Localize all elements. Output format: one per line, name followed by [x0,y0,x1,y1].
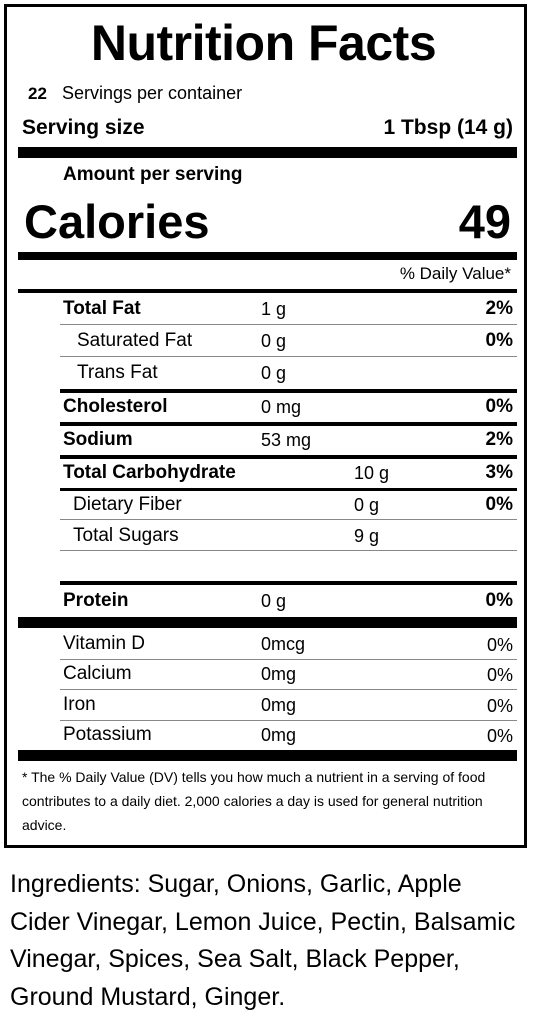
row-divider [60,488,517,491]
nutrient-amount: 0 mg [261,397,302,417]
nutrient-name: Trans Fat [77,362,158,383]
vitamin-amount: 0mg [261,725,297,745]
nutrient-name: Dietary Fiber [73,494,182,515]
row-rule [60,356,517,357]
row-divider [60,455,517,459]
nutrient-name: Protein [63,590,129,611]
servings-text: Servings per container [62,83,243,103]
nutrient-dv: 0% [485,396,513,417]
nutrient-dv: 0% [485,494,513,515]
nutrition-label-border [4,4,527,848]
serving-size-value: 1 Tbsp (14 g) [383,116,513,139]
nutrient-amount: 53 mg [261,430,312,450]
nutrient-dv: 3% [485,462,513,483]
nutrient-name: Saturated Fat [77,330,193,351]
nutrient-name: Total Fat [63,298,141,319]
row-rule [60,324,517,325]
vitamin-amount: 0mg [261,695,297,715]
calories-value: 49 [458,195,511,248]
vitamin-name: Potassium [63,724,152,745]
thick-divider [18,147,517,158]
nutrient-name: Total Sugars [73,525,179,546]
thin-divider [18,289,517,293]
vitamin-name: Iron [63,694,96,715]
daily-value-footnote: * The % Daily Value (DV) tells you how m… [22,769,486,833]
daily-value-header: % Daily Value* [399,264,511,283]
vitamin-name: Vitamin D [63,633,146,654]
nutrient-amount: 0 g [261,331,287,351]
nutrient-amount: 0 g [261,363,287,383]
nutrient-name: Cholesterol [63,396,168,417]
vitamin-amount: 0mg [261,664,297,684]
serving-size-label: Serving size [22,116,145,139]
nutrient-amount: 0 g [261,591,287,611]
medium-divider [18,252,517,260]
nutrient-dv: 0% [485,330,513,351]
label-title: Nutrition Facts [90,15,437,71]
calories-label: Calories [24,195,210,248]
vitamin-dv: 0% [486,635,513,655]
nutrient-dv: 2% [485,429,513,450]
nutrient-dv: 2% [485,298,513,319]
row-rule [60,689,517,690]
nutrient-amount: 1 g [261,299,287,319]
row-divider [60,581,517,585]
vitamin-amount: 0mcg [261,634,306,654]
nutrient-dv: 0% [485,590,513,611]
nutrient-amount: 0 g [354,495,380,515]
nutrient-amount: 9 g [354,526,380,546]
servings-count: 22 [28,84,47,103]
vitamin-name: Calcium [63,663,132,684]
row-rule [60,550,517,551]
thick-divider [18,750,517,761]
row-rule [60,519,517,520]
row-rule [60,720,517,721]
row-rule [60,659,517,660]
thick-divider [18,617,517,628]
vitamin-dv: 0% [486,696,513,716]
row-divider [60,422,517,426]
nutrient-name: Total Carbohydrate [63,462,236,483]
ingredients-list: Ingredients: Sugar, Onions, Garlic, Appl… [10,870,516,1011]
amount-per-serving: Amount per serving [63,164,243,185]
row-divider [60,389,517,393]
nutrient-name: Sodium [63,429,133,450]
vitamin-dv: 0% [486,726,513,746]
nutrient-amount: 10 g [354,463,390,483]
vitamin-dv: 0% [486,665,513,685]
